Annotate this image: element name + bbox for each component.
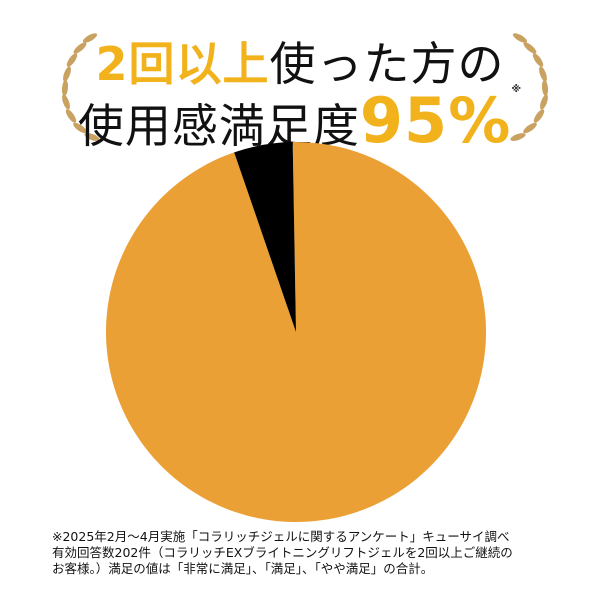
pie-slice-satisfied: [106, 142, 487, 522]
headline-satisfaction-value: 95%: [359, 84, 512, 157]
laurel-right-icon: [510, 33, 549, 141]
footnote-mark: ※: [511, 84, 523, 95]
headline-line-2: 使用感満足度95%※: [0, 84, 600, 157]
headline-accent: 2回以上: [95, 37, 270, 91]
laurel-left-icon: [61, 33, 100, 141]
pie-slice-other: [234, 142, 296, 332]
footnote-line: 有効回答数202件（コラリッチEXブライトニングリフトジェルを2回以上ご継続の: [52, 545, 513, 560]
footnote: ※2025年2月～4月実施「コラリッチジェルに関するアンケート」キューサイ調べ …: [52, 529, 513, 577]
footnote-line: お客様。）満足の値は「非常に満足」、「満足」、「やや満足」の合計。: [52, 561, 434, 576]
headline-rest: 使った方の: [269, 37, 505, 91]
footnote-line: ※2025年2月～4月実施「コラリッチジェルに関するアンケート」キューサイ調べ: [52, 529, 510, 544]
headline-line-1: 2回以上使った方の: [0, 28, 600, 94]
